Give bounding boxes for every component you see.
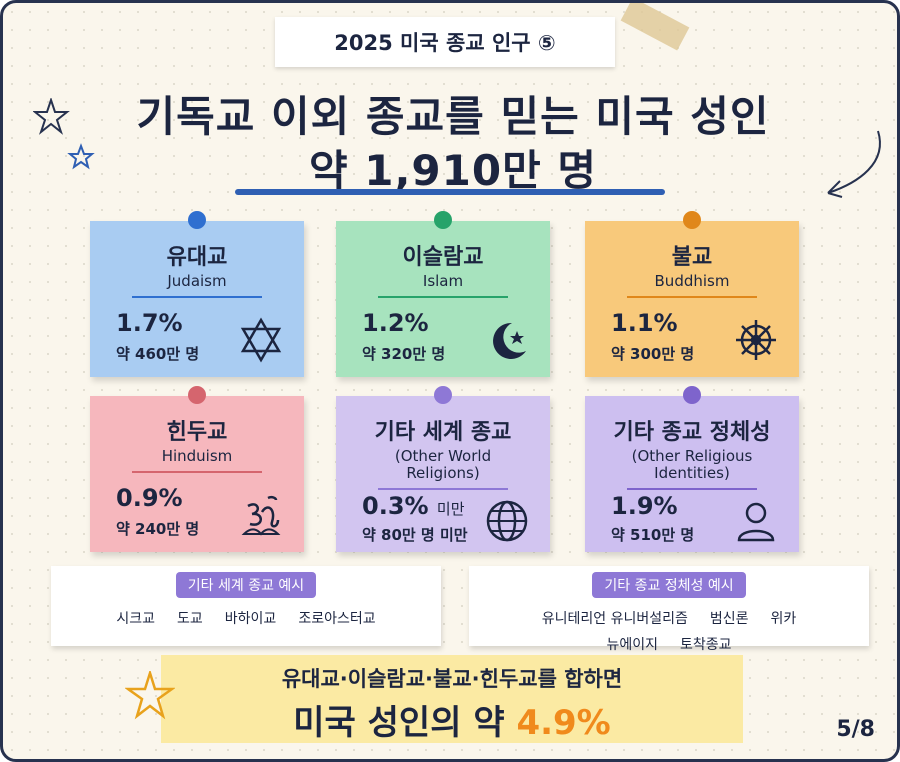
icon (736, 320, 776, 360)
page-number: 5/8 (836, 717, 875, 742)
card-english: Islam (422, 272, 464, 290)
rule (627, 296, 757, 298)
summary-line: 미국 성인의 약 4.9% (161, 695, 743, 744)
icon (493, 322, 526, 359)
card-count: 약 320만 명 (362, 345, 446, 363)
card-name: 불교 (671, 245, 713, 270)
note-item: 도교 (177, 611, 203, 627)
note-item: 위카 (770, 611, 797, 627)
card-english: Hinduism (161, 447, 233, 465)
icon (241, 495, 281, 536)
pin (188, 386, 206, 404)
pin (434, 386, 452, 404)
percent-value: 1.7% (116, 309, 183, 337)
percent-note: 미만 (436, 500, 465, 518)
note-item: 시크교 (116, 611, 156, 627)
card: 힌두교 Hinduism 0.9% 약 240만 명 (90, 386, 304, 552)
summary-line: 유대교·이슬람교·불교·힌두교를 합하면 (281, 667, 623, 691)
card-english: (Other World Religions) (394, 447, 492, 482)
underline (235, 189, 665, 195)
card-count: 약 80만 명 미만 (362, 526, 468, 544)
note-label: 기타 종교 정체성 예시 (592, 572, 746, 598)
card-name: 유대교 (166, 245, 228, 270)
card: 불교 Buddhism 1.1% 약 300만 명 (585, 211, 799, 377)
card-count: 약 510만 명 (611, 526, 695, 544)
card-percent: 1.2% (362, 309, 429, 337)
note-item: 유니테리언 유니버설리즘 (541, 611, 688, 627)
icon (240, 317, 282, 363)
doodle-star (125, 671, 175, 720)
card-percent: 0.9% (116, 484, 183, 512)
pin (188, 211, 206, 229)
rule (378, 296, 508, 298)
note-item: 조로아스터교 (298, 611, 376, 627)
card: 이슬람교 Islam 1.2% 약 320만 명 (336, 211, 550, 377)
summary-text: 미국 성인의 약 (293, 703, 505, 743)
card-percent: 1.9% (611, 492, 678, 520)
card-percent: 1.1% (611, 309, 678, 337)
rule (627, 488, 757, 490)
percent-value: 1.1% (611, 309, 678, 337)
icon (486, 500, 528, 542)
card-name: 기타 종교 정체성 (613, 420, 771, 445)
note-items: 시크교 도교 바하이교 조로아스터교 (76, 608, 416, 628)
pin (683, 211, 701, 229)
card-count: 약 300만 명 (611, 345, 695, 363)
card-name: 이슬람교 (402, 245, 484, 270)
summary-banner: 유대교·이슬람교·불교·힌두교를 합하면 미국 성인의 약 4.9% (161, 655, 743, 743)
card-name: 힌두교 (166, 420, 228, 445)
card-count: 약 240만 명 (116, 520, 200, 538)
tape (620, 3, 690, 51)
card-name: 기타 세계 종교 (374, 420, 512, 445)
card-percent: 1.7% (116, 309, 183, 337)
card-english: Judaism (167, 272, 227, 290)
note-item: 뉴에이지 (606, 637, 658, 653)
percent-value: 1.2% (362, 309, 429, 337)
note-item: 범신론 (709, 611, 749, 627)
rule (132, 471, 262, 473)
card-english: Buddhism (654, 272, 730, 290)
percent-value: 1.9% (611, 492, 678, 520)
note-item: 토착종교 (680, 637, 732, 653)
card-english: (Other Religious Identities) (631, 447, 753, 482)
card: 기타 종교 정체성 (Other Religious Identities) 1.9… (585, 386, 799, 552)
percent-value: 0.9% (116, 484, 183, 512)
percent-value: 0.3% (362, 492, 429, 520)
note-label: 기타 세계 종교 예시 (175, 572, 317, 598)
doodle-arrow (827, 130, 881, 198)
rule (378, 488, 508, 490)
doodle-stars (33, 98, 95, 170)
title-line: 약 1,910만 명 (308, 146, 597, 195)
card-percent: 0.3% 미만 (362, 492, 465, 520)
summary-highlight: 4.9% (516, 703, 611, 743)
note-item: 바하이교 (224, 611, 277, 627)
card-count: 약 460만 명 (116, 345, 200, 363)
title-line: 기독교 이외 종교를 믿는 미국 성인 (136, 92, 770, 141)
pin (683, 386, 701, 404)
rule (132, 296, 262, 298)
icon (737, 502, 775, 542)
card: 유대교 Judaism 1.7% 약 460만 명 (90, 211, 304, 377)
pin (434, 211, 452, 229)
header-tag: 2025 미국 종교 인구 ⑤ (275, 17, 615, 67)
